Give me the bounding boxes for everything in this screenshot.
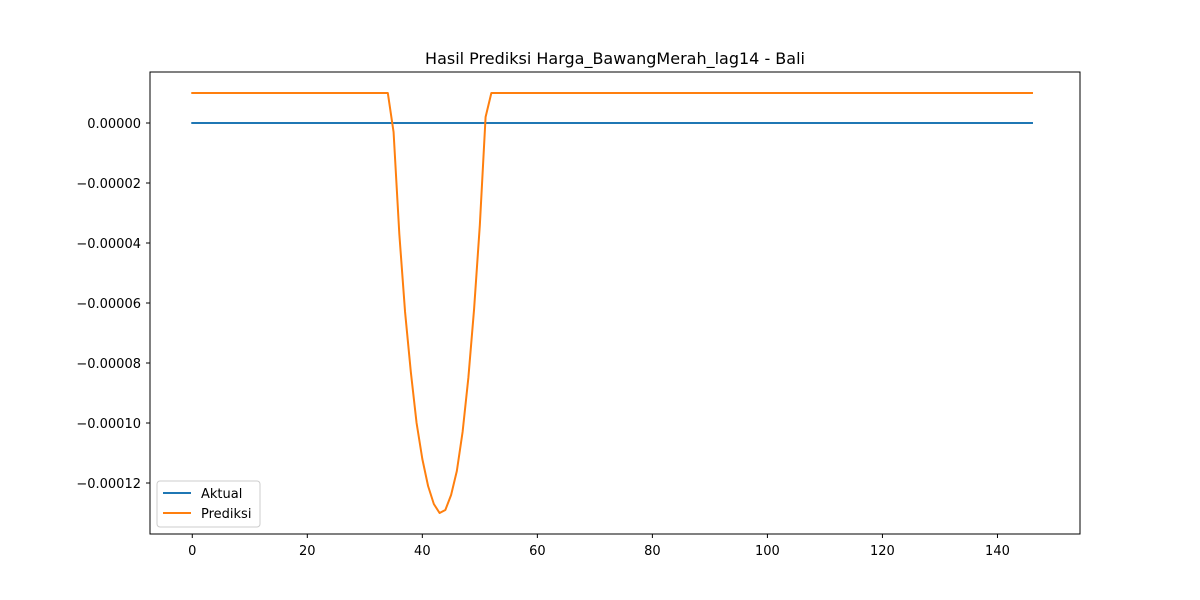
y-tick-label: −0.00008 — [76, 357, 141, 372]
legend-label-aktual: Aktual — [201, 487, 242, 502]
x-tick-label: 40 — [414, 544, 431, 559]
y-tick-label: 0.00000 — [87, 117, 141, 132]
chart-title: Hasil Prediksi Harga_BawangMerah_lag14 -… — [425, 49, 805, 69]
x-tick-label: 0 — [188, 544, 196, 559]
legend: Aktual Prediksi — [156, 480, 261, 528]
y-tick-label: −0.00012 — [76, 477, 141, 492]
x-tick-label: 140 — [985, 544, 1010, 559]
series-line-prediksi — [191, 92, 1033, 514]
legend-label-prediksi: Prediksi — [201, 507, 251, 522]
x-tick-label: 120 — [870, 544, 895, 559]
x-tick-label: 100 — [755, 544, 780, 559]
y-axis: 0.00000 −0.00002 −0.00004 −0.00006 −0.00008 −… — [76, 117, 150, 492]
x-tick-label: 60 — [529, 544, 546, 559]
y-tick-label: −0.00010 — [76, 417, 141, 432]
y-tick-label: −0.00002 — [76, 177, 141, 192]
y-tick-label: −0.00006 — [76, 297, 141, 312]
x-axis: 0 20 40 60 80 100 120 140 — [188, 534, 1010, 559]
series-layer — [191, 92, 1033, 514]
x-tick-label: 80 — [644, 544, 661, 559]
x-tick-label: 20 — [299, 544, 316, 559]
y-tick-label: −0.00004 — [76, 237, 141, 252]
